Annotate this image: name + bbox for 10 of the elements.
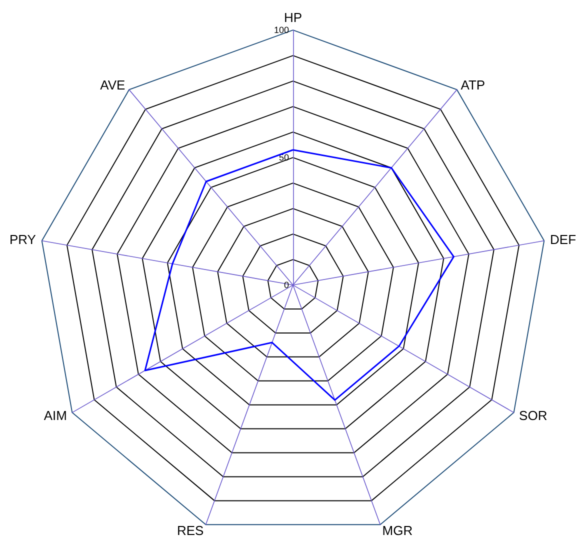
spoke-label: AVE xyxy=(100,78,126,93)
spoke-label: SOR xyxy=(519,408,548,424)
y-tick-label: 100 xyxy=(274,25,289,36)
spoke-label: MGR xyxy=(382,522,413,538)
spoke-label: ATP xyxy=(460,78,486,93)
spoke-label: PRY xyxy=(9,232,36,248)
spoke-label: RES xyxy=(177,522,204,538)
spoke-label: AIM xyxy=(44,408,67,424)
spoke-label: DEF xyxy=(550,232,576,248)
spoke-label: HP xyxy=(284,10,302,26)
